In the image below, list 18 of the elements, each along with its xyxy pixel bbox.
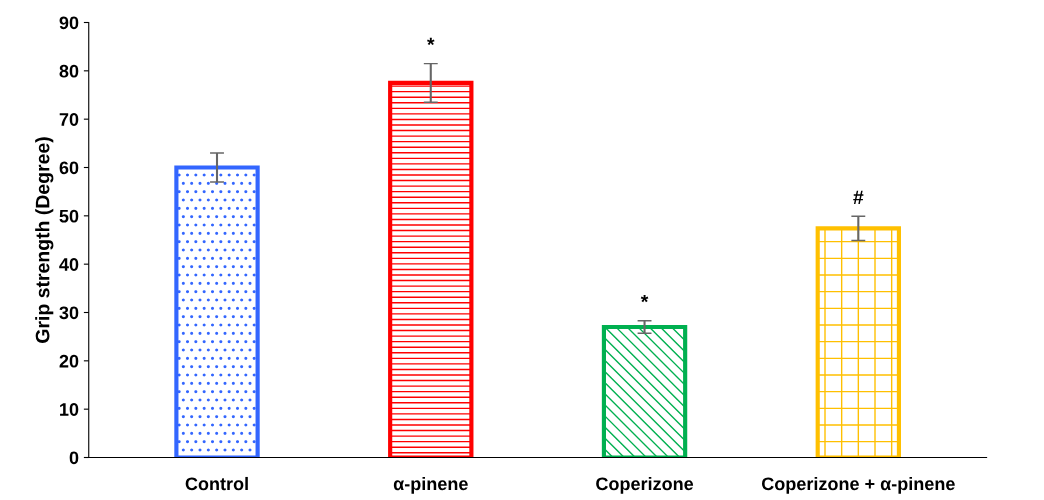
y-tick-label: 50 <box>59 209 79 223</box>
y-tick-label: 10 <box>60 403 79 416</box>
x-tick-label: α-pinene <box>393 476 468 494</box>
annotation: # <box>853 190 864 204</box>
y-axis-title: Grip strength (Degree) <box>35 137 54 343</box>
y-tick-label: 0 <box>69 451 79 465</box>
y-tick-label: 80 <box>59 64 79 78</box>
y-tick-label: 90 <box>59 16 79 30</box>
x-tick-label: Coperizone + α-pinene <box>761 476 955 494</box>
y-tick-label: 30 <box>59 306 79 320</box>
x-tick-label: Control <box>185 476 248 491</box>
annotation: * <box>640 294 649 303</box>
annotation: * <box>427 37 435 46</box>
x-tick-label: Coperizone <box>596 476 694 494</box>
y-tick-label: 60 <box>59 161 79 175</box>
y-tick-label: 70 <box>59 113 79 126</box>
y-tick-label: 40 <box>59 258 79 271</box>
y-tick-label: 20 <box>59 354 79 368</box>
